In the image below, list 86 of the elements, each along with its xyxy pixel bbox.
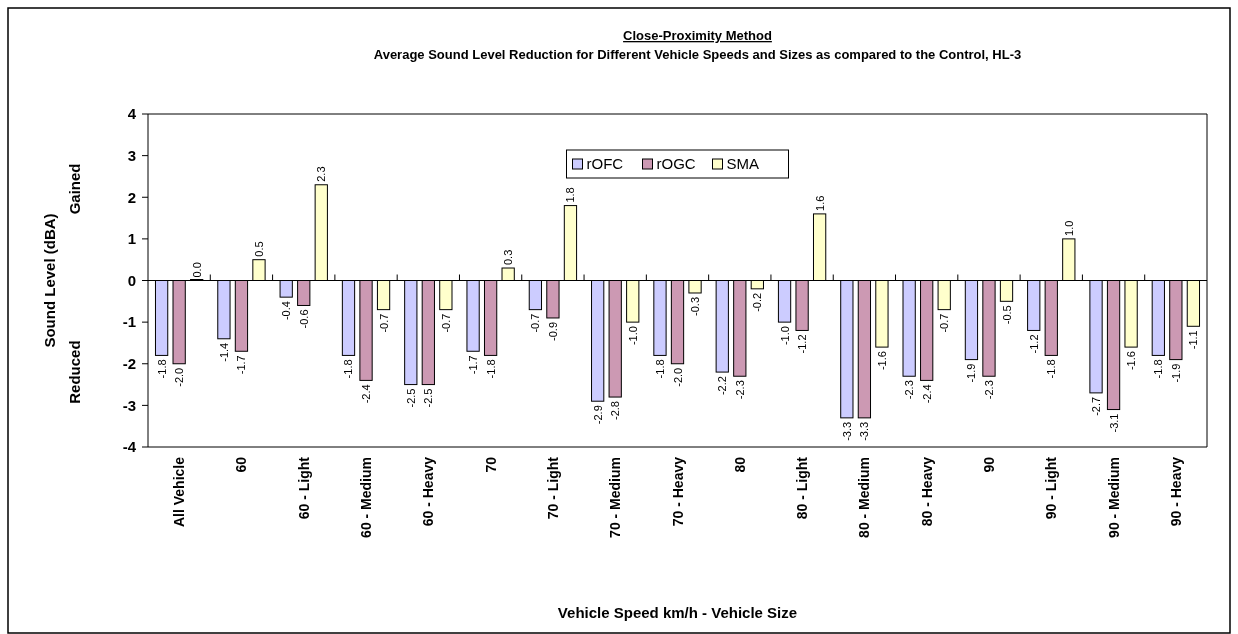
data-label: -0.7	[377, 313, 390, 333]
data-label: 1.6	[813, 195, 826, 211]
data-label: -2.3	[733, 380, 746, 400]
y-tick-label: 4	[127, 105, 137, 123]
data-label: -2.5	[422, 388, 435, 408]
x-tick-label: 90 - Heavy	[1167, 456, 1184, 527]
y-tick-label: 1	[127, 230, 136, 248]
data-label: -2.4	[920, 384, 933, 404]
data-label: -0.5	[1000, 305, 1013, 325]
data-label: -2.4	[360, 384, 373, 404]
y-tick-label: 3	[127, 146, 136, 164]
data-label: -0.2	[751, 292, 764, 312]
y-tick-label: 0	[127, 271, 136, 289]
x-tick-label: 60 - Heavy	[420, 456, 437, 527]
x-tick-label: 60	[233, 456, 250, 473]
text: Reduced	[66, 340, 83, 404]
x-tick-label: All Vehicle	[171, 456, 188, 528]
data-label: -1.7	[467, 355, 480, 375]
x-tick-label: 90 - Medium	[1105, 457, 1122, 538]
data-label: 2.3	[315, 166, 328, 182]
data-label: -1.9	[965, 363, 978, 383]
y-tick-label: 2	[127, 188, 136, 206]
data-label: 0.5	[252, 241, 265, 257]
data-label: -0.4	[280, 301, 293, 321]
x-tick-label: 60 - Light	[295, 456, 312, 520]
data-label: -2.2	[716, 376, 729, 396]
data-label: -2.0	[173, 367, 186, 387]
data-label: -1.6	[1125, 351, 1138, 371]
data-label: -1.6	[875, 351, 888, 371]
data-label: -2.3	[903, 380, 916, 400]
y-tick-label: -4	[122, 438, 137, 456]
x-tick-label: 60 - Medium	[358, 457, 375, 538]
data-label: 1.0	[1062, 220, 1075, 236]
x-tick-label: 80 - Light	[794, 456, 811, 520]
data-label: -1.8	[484, 359, 497, 379]
data-label: -0.7	[439, 313, 452, 333]
data-label: -2.0	[671, 367, 684, 387]
data-label: -1.9	[1169, 363, 1182, 383]
y-tick-label: -3	[122, 396, 136, 414]
y-tick-label: -1	[122, 313, 136, 331]
x-tick-label: 70 - Light	[544, 456, 561, 520]
data-label: -0.7	[529, 313, 542, 333]
data-label: -3.3	[858, 421, 871, 441]
y-axis-title: Sound Level (dBA)	[41, 213, 58, 348]
data-label: 0.0	[190, 262, 203, 278]
data-label: -1.8	[155, 359, 168, 379]
data-label: -1.1	[1187, 330, 1200, 350]
data-label: -1.8	[653, 359, 666, 379]
data-label: -1.8	[1152, 359, 1165, 379]
data-label: -0.9	[546, 321, 559, 341]
data-label: -1.2	[1027, 334, 1040, 354]
x-tick-label: 90	[980, 456, 997, 473]
data-label: 0.3	[502, 249, 515, 266]
data-label: -3.1	[1107, 413, 1120, 433]
legend-label: SMA	[726, 155, 760, 173]
data-label: -1.4	[217, 342, 230, 362]
data-label: -2.8	[609, 401, 622, 421]
x-tick-label: 70	[482, 456, 499, 473]
data-label: -2.5	[404, 388, 417, 408]
data-label: -0.6	[297, 309, 310, 329]
data-label: -3.3	[840, 421, 853, 441]
data-label: -2.7	[1090, 396, 1103, 416]
legend-label: rOGC	[656, 155, 696, 173]
data-label: -1.8	[342, 359, 355, 379]
chart-title: Close-Proximity Method	[623, 28, 772, 43]
data-label: -0.3	[689, 296, 702, 316]
data-label: -1.0	[626, 326, 639, 346]
data-label: -2.3	[982, 380, 995, 400]
x-tick-label: 70 - Heavy	[669, 456, 686, 527]
data-label: -0.7	[938, 313, 951, 333]
x-tick-label: 70 - Medium	[607, 457, 624, 538]
data-label: 1.8	[564, 187, 577, 203]
data-label: -1.7	[235, 355, 248, 375]
legend-label: rOFC	[586, 155, 624, 173]
x-tick-label: 80 - Heavy	[918, 456, 935, 527]
x-axis-title: Vehicle Speed km/h - Vehicle Size	[557, 604, 798, 621]
data-label: -2.9	[591, 405, 604, 425]
data-label: -1.2	[796, 334, 809, 354]
data-label: -1.0	[778, 326, 791, 346]
x-tick-label: 90 - Light	[1043, 456, 1060, 520]
x-tick-label: 80	[731, 456, 748, 473]
data-label: -1.8	[1045, 359, 1058, 379]
x-tick-label: 80 - Medium	[856, 457, 873, 538]
chart-subtitle: Average Sound Level Reduction for Different Vehicle Speeds and Sizes as compared to the Control, HL-3	[373, 47, 1022, 62]
y-tick-label: -2	[122, 355, 136, 372]
text: Gained	[66, 163, 83, 215]
